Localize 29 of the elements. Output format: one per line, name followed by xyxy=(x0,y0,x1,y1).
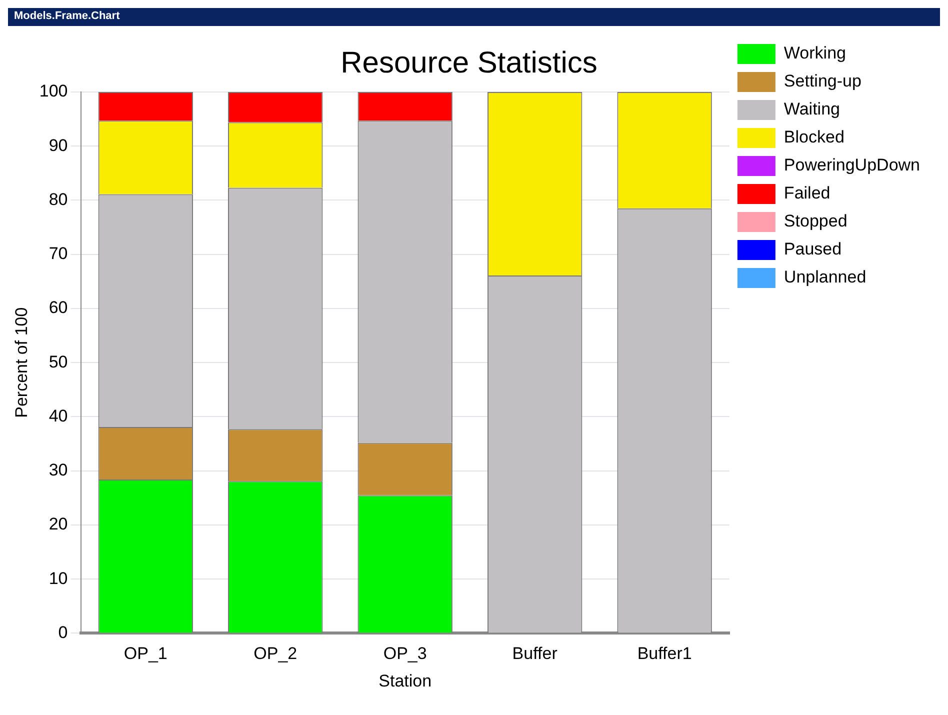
x-axis-title: Station xyxy=(378,671,432,690)
legend-label: Blocked xyxy=(784,128,844,147)
y-tick-label: 50 xyxy=(48,352,68,372)
legend-label: Unplanned xyxy=(784,268,866,287)
y-tick-label: 10 xyxy=(48,568,68,588)
legend-label: PoweringUpDown xyxy=(784,156,920,175)
chart-title: Resource Statistics xyxy=(340,46,598,80)
y-tick-label: 0 xyxy=(58,622,68,642)
y-axis-title: Percent of 100 xyxy=(12,307,31,418)
y-tick-label: 70 xyxy=(48,244,68,264)
x-tick-label: Buffer1 xyxy=(637,644,692,664)
x-tick-label: OP_2 xyxy=(254,644,298,664)
y-tick-label: 100 xyxy=(39,82,68,101)
legend-label: Waiting xyxy=(784,100,840,119)
y-tick-label: 40 xyxy=(48,406,68,426)
legend-label: Failed xyxy=(784,184,830,203)
x-tick-label: Buffer xyxy=(512,644,558,664)
legend-label: Stopped xyxy=(784,212,848,231)
y-tick-label: 80 xyxy=(48,190,68,209)
legend-label: Paused xyxy=(784,240,842,259)
y-tick-label: 90 xyxy=(48,136,68,155)
legend-label: Working xyxy=(784,44,846,63)
y-tick-label: 60 xyxy=(48,298,68,318)
legend-label: Setting-up xyxy=(784,72,862,91)
y-tick-label: 30 xyxy=(48,460,68,480)
x-tick-label: OP_1 xyxy=(124,644,168,664)
y-tick-label: 20 xyxy=(48,514,68,534)
x-tick-label: OP_3 xyxy=(383,644,427,664)
text: Models.Frame.Chart xyxy=(8,8,940,26)
